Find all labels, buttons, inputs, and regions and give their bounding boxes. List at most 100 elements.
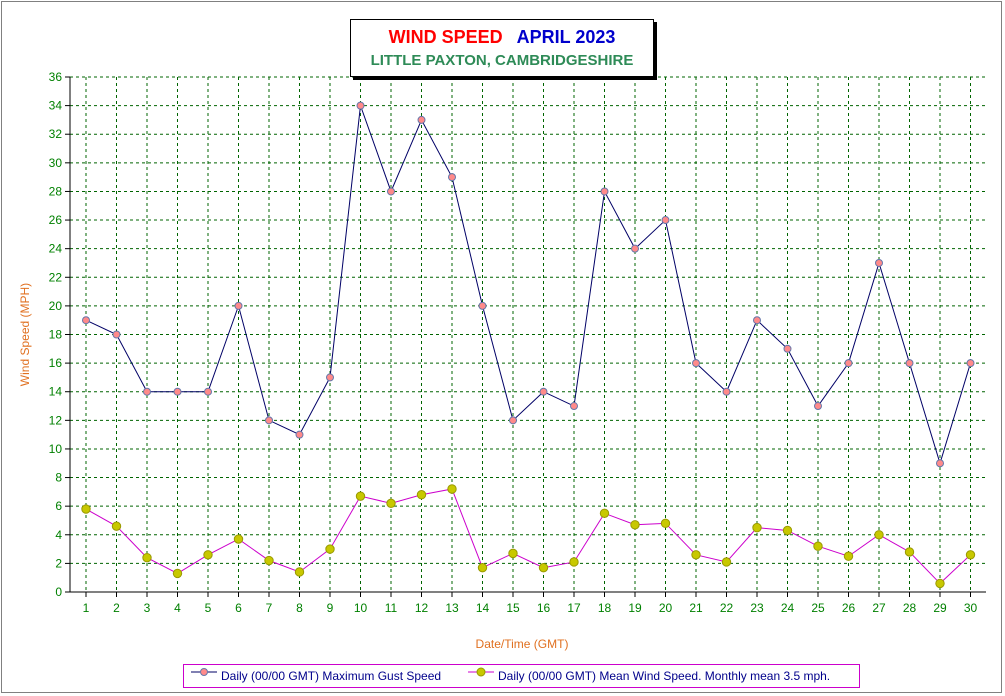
data-point-gust [143,387,151,396]
x-tick-label: 5 [205,601,212,615]
data-point-mean [904,547,915,557]
y-tick-label: 32 [49,127,63,141]
data-point-mean [752,522,762,533]
data-point-gust [478,301,487,310]
x-tick-label: 29 [933,601,947,615]
data-point-gust [539,387,548,396]
data-point-mean [691,550,701,560]
x-axis-label: Date/Time (GMT) [476,637,569,651]
y-tick-label: 20 [49,299,63,313]
y-tick-label: 36 [49,70,63,84]
chart-title: WIND SPEED [388,27,503,47]
y-tick-label: 10 [49,442,63,456]
y-tick-label: 22 [49,270,63,284]
x-tick-label: 17 [567,601,581,615]
x-tick-label: 4 [174,601,181,615]
data-point-gust [82,316,90,325]
data-point-mean [386,498,396,509]
y-tick-label: 26 [49,213,63,227]
data-point-gust [448,173,456,182]
data-point-mean [447,484,457,494]
data-point-gust [722,387,731,396]
x-tick-label: 13 [445,601,459,615]
data-point-gust [356,101,365,110]
y-tick-label: 16 [49,356,63,370]
data-point-gust [173,387,182,396]
data-point-gust [234,301,243,310]
legend: Daily (00/00 GMT) Maximum Gust Speed Dai… [183,664,860,688]
data-point-mean [111,521,122,531]
data-point-gust [783,344,792,353]
x-tick-label: 21 [689,601,703,615]
data-point-gust [417,115,426,124]
data-point-gust [661,216,670,225]
data-point-mean [355,491,366,501]
data-point-mean [325,544,335,554]
y-tick-label: 18 [49,328,63,342]
data-point-mean [142,552,152,563]
x-tick-label: 16 [537,601,551,615]
y-tick-label: 2 [55,556,62,570]
data-point-gust [631,244,639,253]
data-point-mean [81,504,91,514]
x-tick-label: 3 [144,601,151,615]
legend-gust-label: Daily (00/00 GMT) Maximum Gust Speed [221,669,442,683]
x-tick-label: 8 [296,601,303,615]
data-point-mean [874,530,884,540]
x-tick-label: 30 [964,601,978,615]
x-tick-label: 11 [385,601,398,615]
series-line-gust [85,105,971,465]
data-point-gust [295,430,304,439]
legend-mean-symbol [468,667,494,677]
y-tick-label: 30 [49,156,63,170]
x-tick-label: 26 [842,601,856,615]
x-tick-label: 2 [113,601,120,615]
x-tick-label: 14 [476,601,490,615]
data-point-mean [782,525,793,536]
data-point-mean [264,555,274,566]
y-tick-label: 34 [49,99,63,113]
data-point-mean [813,541,823,551]
y-tick-label: 24 [49,242,63,256]
x-tick-label: 20 [659,601,673,615]
data-point-gust [509,416,517,425]
x-tick-label: 23 [750,601,764,615]
data-point-gust [875,258,883,267]
data-point-gust [265,416,273,425]
data-point-gust [600,187,609,196]
data-point-gust [326,373,334,382]
x-tick-label: 12 [415,601,429,615]
data-point-gust [204,387,212,396]
data-point-gust [966,359,975,368]
x-tick-label: 9 [327,601,334,615]
data-point-mean [203,550,213,560]
x-tick-label: 6 [235,601,242,615]
data-point-gust [692,359,700,368]
y-tick-label: 14 [49,385,63,399]
data-point-mean [294,567,305,577]
legend-mean-label: Daily (00/00 GMT) Mean Wind Speed. Month… [498,669,831,683]
x-tick-label: 7 [266,601,273,615]
data-point-mean [599,508,610,519]
y-tick-label: 8 [55,471,62,485]
y-tick-label: 6 [55,499,62,513]
data-point-mean [416,490,427,500]
y-tick-label: 28 [49,184,63,198]
data-point-mean [569,557,579,567]
data-point-mean [935,578,945,589]
legend-gust-symbol [191,668,217,676]
data-point-gust [905,359,914,368]
data-point-gust [936,459,944,468]
x-tick-label: 27 [872,601,886,615]
x-tick-label: 19 [628,601,642,615]
x-tick-label: 22 [720,601,734,615]
title-box: WIND SPEED APRIL 2023 LITTLE PAXTON, CAMB… [350,19,654,77]
y-tick-label: 0 [55,585,62,599]
data-point-mean [721,557,732,567]
data-point-mean [233,534,244,544]
title-line: WIND SPEED APRIL 2023 [351,27,653,48]
x-tick-label: 25 [811,601,825,615]
data-point-mean [843,551,854,561]
